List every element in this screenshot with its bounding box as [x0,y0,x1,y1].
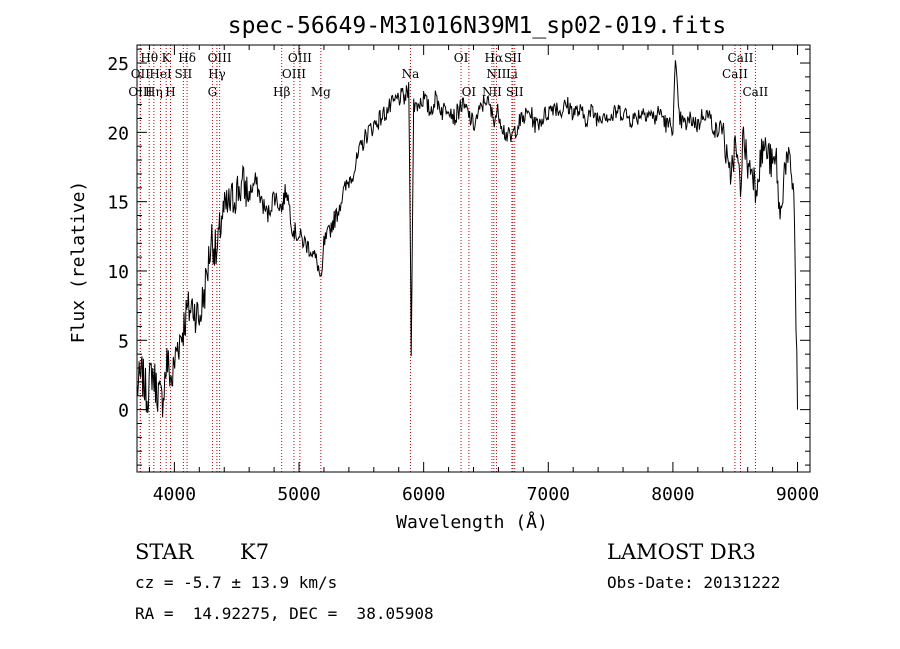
line-label-24: SII [506,85,524,99]
line-label-3: Hη [145,85,163,99]
x-tick-label-4: 8000 [651,484,694,505]
object-class: STAR [135,540,194,564]
y-tick-label-4: 20 [107,123,129,144]
line-label-2: OIII [128,85,152,99]
line-label-21: NII [486,67,506,81]
line-label-12: Hβ [273,85,290,99]
x-tick-label-1: 5000 [277,484,320,505]
line-label-22: Li [506,67,518,81]
x-tick-label-3: 7000 [527,484,570,505]
axis-ticks: 4000 5000 6000 7000 8000 9000 0 5 10 15 20 25 [107,45,819,505]
y-tick-label-2: 10 [107,262,129,283]
observation-date: Obs-Date: 20131222 [607,573,781,592]
line-label-18: OI [462,85,477,99]
line-label-20: SII [504,51,522,65]
line-label-6: H [165,85,175,99]
line-label-11: G [208,85,218,99]
line-label-0: Hθ [140,51,158,65]
x-tick-label-2: 6000 [402,484,445,505]
x-axis-label: Wavelength (Å) [396,511,548,533]
y-tick-label-5: 25 [107,54,129,75]
line-label-4: HeI [149,67,172,81]
y-axis-label: Flux (relative) [68,181,89,344]
line-label-17: OI [454,51,469,65]
y-tick-label-0: 0 [118,401,129,422]
line-label-5: K [162,51,172,65]
object-subclass: K7 [240,540,270,564]
y-tick-label-1: 5 [118,331,129,352]
line-label-15: Mg [311,85,331,99]
line-label-19: Hα [485,51,504,65]
flux-series-line [136,60,798,418]
line-label-27: CaII [742,85,768,99]
x-tick-label-0: 4000 [153,484,196,505]
line-label-9: OIII [208,51,232,65]
redshift-velocity: cz = -5.7 ± 13.9 km/s [135,573,338,592]
survey-name: LAMOST DR3 [607,540,756,564]
line-label-26: CaII [722,67,748,81]
line-label-23: NII [482,85,502,99]
line-label-14: OIII [282,67,306,81]
line-label-13: OIII [288,51,312,65]
chart-title: spec-56649-M31016N39M1_sp02-019.fits [228,13,727,39]
line-label-7: SII [175,67,193,81]
line-label-8: Hδ [178,51,196,65]
plot-frame [136,44,811,473]
line-label-16: Na [402,67,420,81]
line-label-10: Hγ [208,67,226,81]
y-tick-label-3: 15 [107,193,129,214]
coordinates: RA = 14.92275, DEC = 38.05908 [135,604,434,623]
x-tick-label-5: 9000 [776,484,819,505]
line-label-1: OII [131,67,151,81]
spectral-line-markers [139,45,756,472]
line-label-25: CaII [728,51,754,65]
